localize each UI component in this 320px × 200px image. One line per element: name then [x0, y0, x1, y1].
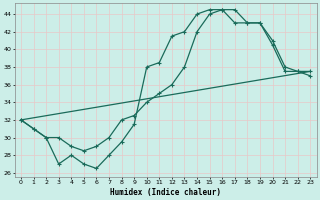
X-axis label: Humidex (Indice chaleur): Humidex (Indice chaleur) — [110, 188, 221, 197]
